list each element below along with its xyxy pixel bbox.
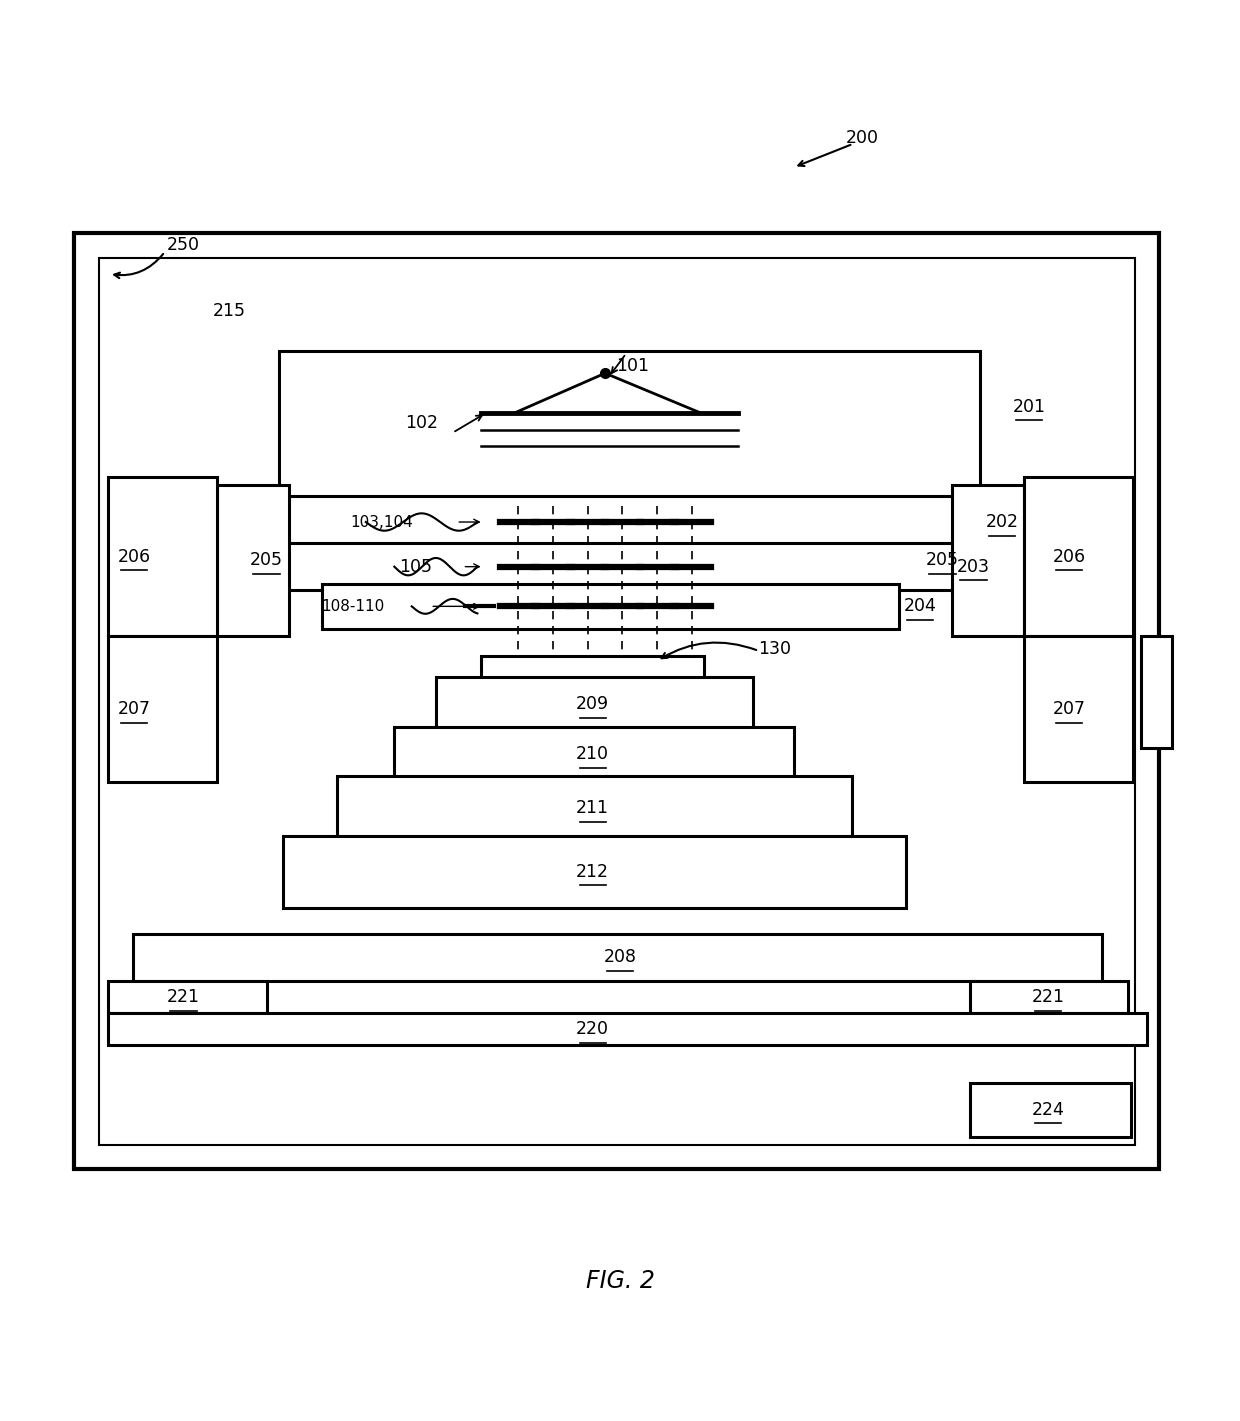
Text: 204: 204 [904, 597, 936, 615]
Bar [248, 496, 986, 549]
Text: 206: 206 [118, 547, 150, 566]
Bar [970, 980, 1128, 1013]
Bar [279, 351, 980, 506]
Text: 202: 202 [986, 513, 1018, 531]
Bar [952, 485, 1024, 637]
Text: 210: 210 [577, 745, 609, 763]
Bar [108, 1013, 1147, 1046]
Text: 212: 212 [577, 863, 609, 881]
Text: FIG. 2: FIG. 2 [585, 1269, 655, 1293]
Bar [108, 477, 217, 637]
Text: 205: 205 [250, 551, 283, 570]
Text: 103,104: 103,104 [351, 514, 413, 530]
Text: 200: 200 [846, 129, 878, 146]
Text: 224: 224 [1032, 1101, 1064, 1118]
Bar [970, 1083, 1131, 1137]
Bar [481, 657, 704, 681]
Text: 221: 221 [167, 988, 200, 1006]
Bar [1141, 637, 1172, 747]
Bar [337, 776, 852, 841]
Text: 130: 130 [759, 639, 791, 658]
Bar [217, 485, 289, 637]
Text: 105: 105 [399, 557, 432, 576]
Bar [1024, 637, 1133, 783]
Text: 207: 207 [1053, 701, 1085, 718]
Text: 206: 206 [1053, 547, 1085, 566]
Text: 102: 102 [405, 414, 438, 432]
Text: 205: 205 [926, 551, 959, 570]
Bar [74, 233, 1159, 1169]
Bar [133, 934, 1102, 980]
Text: 207: 207 [118, 701, 150, 718]
Bar [108, 637, 217, 783]
Bar [322, 584, 899, 628]
Bar [279, 543, 955, 590]
Bar [99, 257, 1135, 1144]
Bar [283, 836, 906, 908]
Text: 250: 250 [167, 236, 200, 254]
Text: 209: 209 [577, 695, 609, 713]
Text: 211: 211 [577, 800, 609, 817]
Bar [436, 676, 753, 732]
Bar [394, 726, 794, 782]
Text: 201: 201 [1013, 398, 1045, 416]
Text: 101: 101 [616, 357, 649, 375]
Text: 108-110: 108-110 [321, 598, 386, 614]
Bar [108, 980, 267, 1013]
Text: 203: 203 [957, 557, 990, 576]
Text: 215: 215 [213, 303, 246, 320]
Text: 220: 220 [577, 1020, 609, 1039]
Text: 221: 221 [1032, 988, 1064, 1006]
Bar [1024, 477, 1133, 637]
Text: 208: 208 [604, 948, 636, 966]
